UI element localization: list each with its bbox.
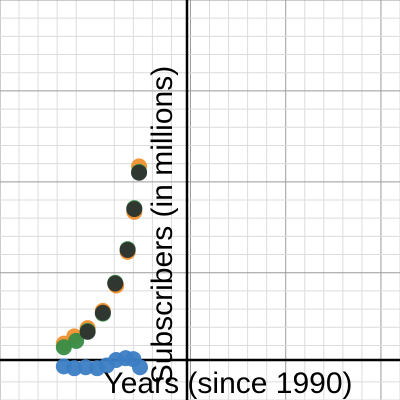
data-point-series-4-9 — [132, 359, 148, 376]
data-point-series-2-2 — [68, 332, 85, 349]
x-axis-label: Years (since 1990) — [103, 367, 352, 400]
data-point-series-3-2 — [94, 304, 111, 321]
y-axis-label: Subscribers (in millions) — [146, 66, 179, 384]
data-point-series-2-1 — [55, 339, 72, 356]
data-point-series-3-6 — [131, 164, 148, 181]
data-point-series-3-1 — [79, 323, 96, 340]
data-point-series-4-2 — [66, 360, 83, 377]
data-point-series-3-5 — [126, 201, 143, 218]
data-point-series-3-3 — [107, 275, 124, 292]
data-point-series-3-4 — [119, 242, 136, 258]
data-points — [55, 158, 148, 377]
data-point-series-4-3 — [77, 359, 94, 376]
